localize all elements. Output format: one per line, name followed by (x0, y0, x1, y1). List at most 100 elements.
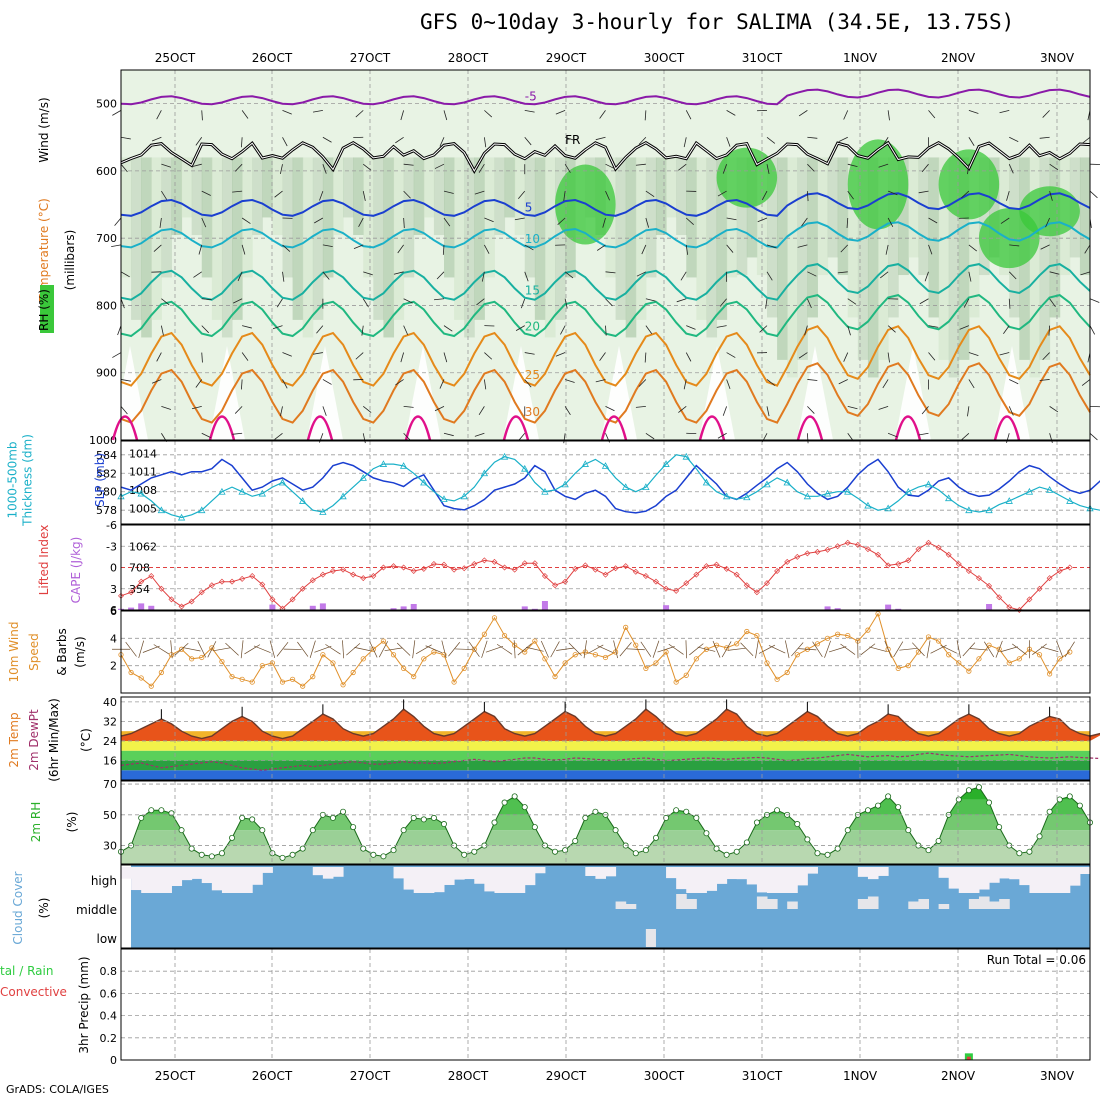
wind-barb (120, 136, 131, 140)
thickness-marker (177, 513, 186, 521)
wind-barb (1080, 271, 1091, 276)
top-date-label: 28OCT (448, 51, 489, 65)
wind-speed-line (120, 612, 1071, 687)
wind-barb (434, 163, 445, 169)
precip-tick-label: 0.6 (100, 987, 118, 1000)
rh-shade-column (555, 157, 566, 320)
rh-marker (370, 851, 377, 858)
wind-barb (564, 406, 571, 416)
rh-dry-pocket (307, 345, 343, 440)
lifted-index-marker (491, 558, 498, 565)
surface-wind-barb (384, 647, 403, 652)
rh-shade-column (928, 157, 940, 318)
wind-barb (1048, 325, 1051, 336)
wind-barb (282, 244, 291, 252)
rh-shade-column (978, 157, 990, 276)
high-cloud-cell (1079, 867, 1091, 874)
surface-wind-barb (496, 643, 513, 655)
rh-shade-column (282, 157, 294, 278)
lifted-index-marker (562, 578, 569, 585)
rh-marker (814, 850, 821, 857)
rh-band (121, 845, 1090, 864)
wind-barb (967, 406, 970, 417)
wind-barb (722, 164, 728, 174)
wind-barb (322, 379, 332, 385)
pressure-tick-label: 900 (96, 367, 117, 380)
wind-barb (1009, 379, 1019, 385)
surface-wind-barb (1040, 646, 1059, 653)
wind-barb (645, 325, 653, 334)
high-cloud-cell (676, 867, 687, 890)
wind-barb (241, 379, 243, 390)
isotherm-line (120, 192, 1091, 217)
rh-shade-column (867, 157, 879, 378)
hot-isotherm-loop (796, 415, 824, 441)
surface-wind-barb (824, 640, 831, 658)
surface-wind-barb (513, 640, 516, 659)
wind-barb (484, 244, 490, 254)
surface-wind-barb (213, 647, 231, 652)
rh-marker (673, 807, 680, 814)
lifted-index-marker (764, 580, 770, 587)
high-cloud-cell (1049, 867, 1061, 893)
surface-wind-barb (468, 641, 480, 657)
high-cloud-cell (968, 867, 980, 893)
high-cloud-cell (312, 867, 324, 876)
thickness-marker (1025, 487, 1034, 495)
rh-marker (986, 799, 993, 806)
wind-speed-marker (845, 632, 851, 639)
wind-barb (1089, 298, 1100, 303)
slp-line (120, 458, 1100, 514)
thickness-marker (278, 478, 287, 486)
wind-speed-marker (875, 611, 881, 617)
rh-marker (774, 807, 781, 814)
high-cloud-cell (232, 867, 243, 893)
rh-shade-column (837, 157, 849, 276)
high-cloud-cell (332, 867, 344, 877)
surface-wind-barb (740, 642, 754, 656)
wind-barb (355, 352, 364, 360)
high-cloud-cell (585, 867, 596, 876)
high-cloud-cell (423, 867, 435, 893)
wind-frame (120, 610, 1091, 694)
hot-isotherm-loop (698, 415, 726, 441)
high-cloud-cell (524, 867, 536, 886)
wind-barb (847, 298, 857, 305)
wind-barb (968, 352, 979, 357)
rh-marker (824, 851, 831, 858)
wind-barb (1008, 406, 1014, 416)
rh-marker (410, 814, 417, 821)
high-cloud-cell (121, 867, 132, 879)
thickness-marker (561, 480, 569, 488)
wind-barb (241, 110, 249, 119)
wind-barb (1039, 136, 1050, 139)
rh-marker (834, 845, 841, 852)
rh-marker (864, 807, 871, 814)
lifted-index-marker (319, 571, 326, 578)
wind-speed-marker (572, 652, 578, 658)
surface-wind-barb (840, 643, 856, 655)
surface-wind-barb (415, 644, 432, 655)
wind-barb (919, 298, 929, 305)
lifted-index-marker (996, 594, 1003, 601)
middle-cloud-cell (625, 904, 637, 909)
wind-barb (198, 244, 203, 255)
wind-barb (678, 406, 687, 413)
wind-barb (322, 406, 327, 416)
top-date-label: 27OCT (350, 51, 391, 65)
surface-wind-barb (253, 645, 271, 653)
wind-barb (878, 405, 889, 410)
rh-shade-column (383, 157, 395, 338)
wind-speed-marker (1047, 671, 1053, 677)
temp-side-label: 2m Temp (7, 712, 21, 767)
rh-shade-column (151, 157, 162, 320)
wind-barb (766, 406, 770, 417)
rh-shade-column (1029, 157, 1041, 378)
wind-barb (156, 352, 162, 362)
wind-barb (111, 244, 122, 248)
rh-shade-column (423, 157, 435, 218)
rh-shade-column (232, 157, 243, 320)
wind-barb (961, 190, 970, 199)
wind-barb (726, 137, 731, 147)
rh-shade-column (534, 157, 546, 320)
